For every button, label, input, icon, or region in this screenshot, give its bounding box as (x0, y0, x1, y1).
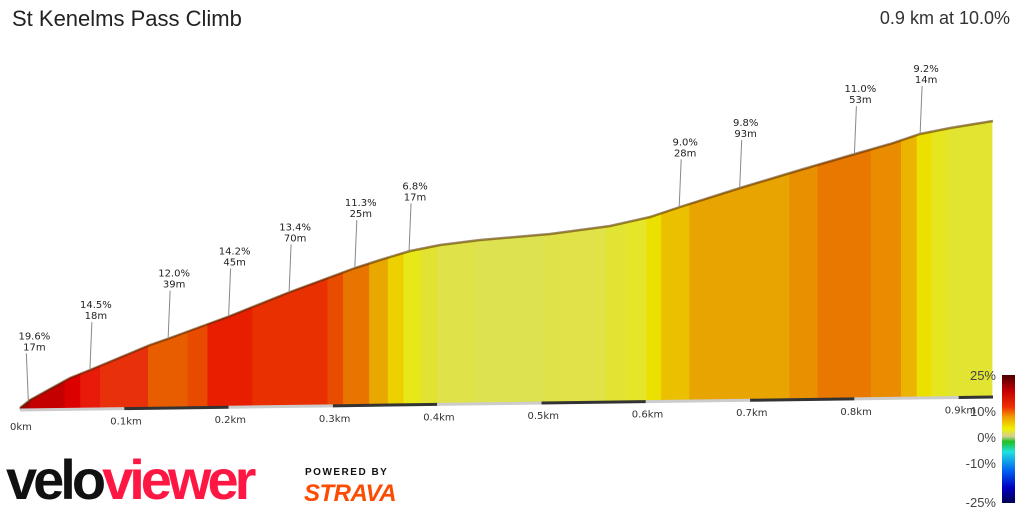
gradient-scale-bar (1002, 375, 1015, 503)
gradient-segment (817, 149, 872, 399)
annotation-leader (919, 85, 923, 134)
gradient-segment (931, 128, 948, 398)
annotation-leader (678, 159, 682, 208)
annotation-length: 53m (849, 95, 871, 106)
annotation-grade: 9.0% (672, 137, 697, 148)
gradient-segment (387, 252, 405, 405)
axis-band (228, 404, 333, 409)
x-tick-label: 0.2km (215, 415, 246, 426)
gradient-segment (436, 240, 477, 404)
gradient-segment (420, 245, 438, 404)
x-tick-label: 0.6km (632, 410, 663, 421)
x-tick-label: 0.4km (423, 412, 454, 423)
annotation-length: 14m (915, 75, 937, 86)
gradient-segment (789, 164, 819, 400)
annotation-leader (167, 290, 171, 339)
annotation-length: 93m (734, 129, 756, 140)
gradient-segment (252, 277, 328, 407)
climb-summary: 0.9 km at 10.0% (879, 8, 1010, 28)
axis-band (645, 398, 751, 404)
legend-label: 25% (970, 368, 996, 383)
annotation-grade: 14.2% (219, 247, 251, 258)
axis-band (541, 400, 646, 405)
gradient-segment (870, 139, 902, 398)
legend-label: 0% (977, 430, 996, 445)
annotation-grade: 9.8% (733, 118, 758, 129)
gradient-segment (661, 203, 690, 401)
gradient-segment (403, 248, 421, 405)
annotation-length: 39m (163, 280, 185, 291)
gradient-segment (916, 131, 932, 398)
x-tick-label: 0km (10, 422, 32, 433)
gradient-segment (946, 120, 993, 397)
x-tick-label: 0.1km (110, 417, 141, 428)
annotation-grade: 9.2% (913, 64, 938, 75)
annotation-length: 17m (23, 342, 45, 353)
axis-band (19, 407, 125, 412)
annotation-grade: 19.6% (18, 331, 50, 342)
annotation-grade: 13.4% (279, 222, 311, 233)
gradient-segment (369, 257, 389, 405)
x-tick-label: 0.9km (945, 405, 976, 416)
gradient-segment (327, 271, 344, 406)
axis-band (854, 395, 959, 401)
annotation-grade: 14.5% (80, 300, 112, 311)
gradient-segment (605, 222, 627, 402)
x-tick-label: 0.8km (840, 407, 871, 418)
gradient-legend: 25% 10% 0% -10% -25% (966, 368, 1015, 510)
annotation-leader (739, 140, 743, 189)
profile-outline (19, 119, 994, 409)
axis-band (750, 397, 855, 402)
annotation-leader (288, 244, 292, 293)
veloviewer-logo: veloviewer (6, 448, 256, 511)
gradient-segment (475, 234, 546, 404)
gradient-segment (901, 134, 918, 398)
annotation-leader (354, 220, 358, 269)
annotation-grade: 6.8% (402, 181, 427, 192)
gradient-segment (187, 323, 209, 408)
annotation-grade: 11.0% (845, 84, 877, 95)
powered-by-label: POWERED BY (305, 467, 389, 478)
legend-label: -25% (966, 495, 997, 510)
axis-band (332, 402, 438, 408)
gradient-segment (545, 226, 607, 403)
annotation-leader (228, 268, 232, 317)
climb-title: St Kenelms Pass Climb (12, 6, 242, 31)
strava-logo: STRAVA (304, 480, 397, 507)
axis-band (437, 401, 542, 406)
x-tick-label: 0.7km (736, 408, 767, 419)
annotation-length: 70m (284, 233, 306, 244)
x-tick-label: 0.3km (319, 414, 350, 425)
gradient-segment (689, 172, 791, 401)
annotation-grade: 12.0% (158, 269, 190, 280)
annotation-leader (853, 106, 857, 155)
annotation-leader (408, 203, 412, 252)
axis-band (124, 405, 229, 411)
x-tick-label: 0.5km (528, 411, 559, 422)
annotation-leader (25, 353, 29, 402)
annotation-leader (89, 322, 93, 371)
annotation-length: 45m (223, 258, 245, 269)
annotation-length: 25m (350, 209, 372, 220)
gradient-segment (646, 212, 662, 401)
annotation-length: 28m (674, 148, 696, 159)
annotation-length: 17m (404, 192, 426, 203)
annotation-length: 18m (85, 311, 107, 322)
gradient-segment (343, 262, 370, 405)
legend-label: -10% (966, 456, 997, 471)
legend-label: 10% (970, 404, 996, 419)
gradient-segment (625, 217, 648, 402)
annotation-grade: 11.3% (345, 198, 377, 209)
